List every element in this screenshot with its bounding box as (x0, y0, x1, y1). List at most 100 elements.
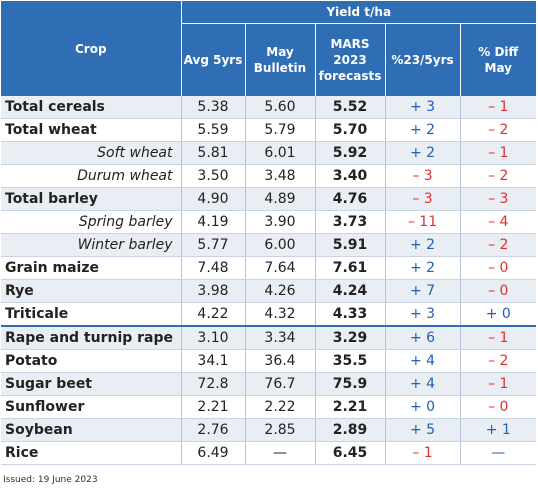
table-row: Rice 6.49 — 6.45 – 1 — (1, 441, 537, 465)
pct-vs-5yrs-value: – 11 (385, 210, 461, 234)
table-row: Sunflower 2.21 2.22 2.21 + 0 – 0 (1, 395, 537, 419)
crop-name: Rye (1, 279, 182, 303)
pct-diff-may-value: – 4 (460, 210, 537, 234)
avg-5yrs-value: 72.8 (181, 372, 246, 396)
may-bulletin-header-line1: May (266, 45, 294, 59)
avg-5yrs-header: Avg 5yrs (180, 23, 245, 96)
crop-name: Triticale (1, 302, 182, 327)
avg-5yrs-value: 5.77 (181, 233, 246, 257)
pct-vs-5yrs-value: + 4 (385, 372, 461, 396)
may-bulletin-value: 36.4 (245, 349, 316, 373)
crop-name: Potato (1, 349, 182, 373)
pct-diff-may-value: – 1 (460, 325, 537, 350)
pct-diff-may-value: – 1 (460, 96, 537, 119)
table-row: Durum wheat 3.50 3.48 3.40 – 3 – 2 (1, 164, 537, 188)
crop-name: Sunflower (1, 395, 182, 419)
pct-vs-5yrs-value: + 7 (385, 279, 461, 303)
crop-name: Winter barley (1, 233, 182, 257)
mars-forecast-value: 3.40 (315, 164, 386, 188)
avg-5yrs-value: 4.22 (181, 302, 246, 327)
may-bulletin-value: 7.64 (245, 256, 316, 280)
mars-forecast-value: 5.70 (315, 118, 386, 142)
crop-name: Total barley (1, 187, 182, 211)
mars-forecast-value: 4.76 (315, 187, 386, 211)
avg-5yrs-value: 2.21 (181, 395, 246, 419)
may-bulletin-value: 3.90 (245, 210, 316, 234)
mars-forecast-value: 2.89 (315, 418, 386, 442)
pct-vs-5yrs-value: + 5 (385, 418, 461, 442)
table-row: Winter barley 5.77 6.00 5.91 + 2 – 2 (1, 233, 537, 257)
pct-vs-5yrs-header: %23/5yrs (384, 23, 460, 96)
mars-forecast-header: MARS 2023 forecasts (314, 23, 385, 96)
yield-table: Crop Yield t/ha Avg 5yrs May Bulletin MA… (1, 1, 537, 465)
avg-5yrs-value: 5.59 (181, 118, 246, 142)
issued-date: Issued: 19 June 2023 (3, 475, 98, 485)
pct-diff-may-header-line2: May (484, 61, 513, 75)
pct-vs-5yrs-value: + 3 (385, 302, 461, 327)
mars-forecast-value: 7.61 (315, 256, 386, 280)
crop-name: Grain maize (1, 256, 182, 280)
mars-forecast-value: 3.73 (315, 210, 386, 234)
table-row: Sugar beet 72.8 76.7 75.9 + 4 – 1 (1, 372, 537, 396)
table-row: Rape and turnip rape 3.10 3.34 3.29 + 6 … (1, 325, 537, 350)
table-row: Total cereals 5.38 5.60 5.52 + 3 – 1 (1, 96, 537, 119)
mars-forecast-value: 5.52 (315, 96, 386, 119)
avg-5yrs-value: 5.38 (181, 96, 246, 119)
mars-forecast-value: 35.5 (315, 349, 386, 373)
avg-5yrs-value: 5.81 (181, 141, 246, 165)
table-row: Spring barley 4.19 3.90 3.73 – 11 – 4 (1, 210, 537, 234)
table-row: Rye 3.98 4.26 4.24 + 7 – 0 (1, 279, 537, 303)
pct-diff-may-header-line1: % Diff (478, 45, 519, 59)
pct-vs-5yrs-value: – 3 (385, 187, 461, 211)
may-bulletin-value: 5.60 (245, 96, 316, 119)
mars-forecast-value: 5.92 (315, 141, 386, 165)
mars-forecast-value: 3.29 (315, 325, 386, 350)
may-bulletin-value: 2.85 (245, 418, 316, 442)
pct-diff-may-value: – 2 (460, 164, 537, 188)
crop-name: Rape and turnip rape (1, 325, 182, 350)
pct-diff-may-value: + 1 (460, 418, 537, 442)
crop-name: Durum wheat (1, 164, 182, 188)
avg-5yrs-value: 4.19 (181, 210, 246, 234)
pct-diff-may-value: – 0 (460, 279, 537, 303)
mars-forecast-value: 4.24 (315, 279, 386, 303)
may-bulletin-value: 4.89 (245, 187, 316, 211)
avg-5yrs-value: 3.10 (181, 325, 246, 350)
crop-name: Sugar beet (1, 372, 182, 396)
pct-diff-may-value: — (460, 441, 537, 465)
avg-5yrs-value: 3.98 (181, 279, 246, 303)
pct-diff-may-value: – 1 (460, 141, 537, 165)
crop-name: Rice (1, 441, 182, 465)
avg-5yrs-value: 7.48 (181, 256, 246, 280)
may-bulletin-value: 6.00 (245, 233, 316, 257)
table-row: Total wheat 5.59 5.79 5.70 + 2 – 2 (1, 118, 537, 142)
avg-5yrs-value: 2.76 (181, 418, 246, 442)
mars-forecast-value: 75.9 (315, 372, 386, 396)
mars-forecast-value: 6.45 (315, 441, 386, 465)
mars-forecast-value: 4.33 (315, 302, 386, 327)
pct-vs-5yrs-value: + 2 (385, 256, 461, 280)
pct-vs-5yrs-value: – 3 (385, 164, 461, 188)
may-bulletin-value: — (245, 441, 316, 465)
pct-diff-may-header: % Diff May (459, 23, 537, 96)
may-bulletin-value: 6.01 (245, 141, 316, 165)
pct-diff-may-value: – 0 (460, 395, 537, 419)
crop-column-header: Crop (1, 1, 181, 96)
table-row: Potato 34.1 36.4 35.5 + 4 – 2 (1, 349, 537, 373)
pct-vs-5yrs-value: – 1 (385, 441, 461, 465)
mars-forecast-header-line1: MARS (330, 37, 370, 51)
yield-group-header: Yield t/ha (180, 1, 537, 24)
pct-diff-may-value: – 1 (460, 372, 537, 396)
pct-vs-5yrs-value: + 2 (385, 118, 461, 142)
may-bulletin-value: 5.79 (245, 118, 316, 142)
table-row: Triticale 4.22 4.32 4.33 + 3 + 0 (1, 302, 537, 327)
table-row: Soybean 2.76 2.85 2.89 + 5 + 1 (1, 418, 537, 442)
pct-vs-5yrs-value: + 0 (385, 395, 461, 419)
pct-vs-5yrs-value: + 3 (385, 96, 461, 119)
table-row: Grain maize 7.48 7.64 7.61 + 2 – 0 (1, 256, 537, 280)
table-row: Total barley 4.90 4.89 4.76 – 3 – 3 (1, 187, 537, 211)
avg-5yrs-value: 4.90 (181, 187, 246, 211)
crop-name: Spring barley (1, 210, 182, 234)
avg-5yrs-value: 6.49 (181, 441, 246, 465)
pct-diff-may-value: – 2 (460, 233, 537, 257)
